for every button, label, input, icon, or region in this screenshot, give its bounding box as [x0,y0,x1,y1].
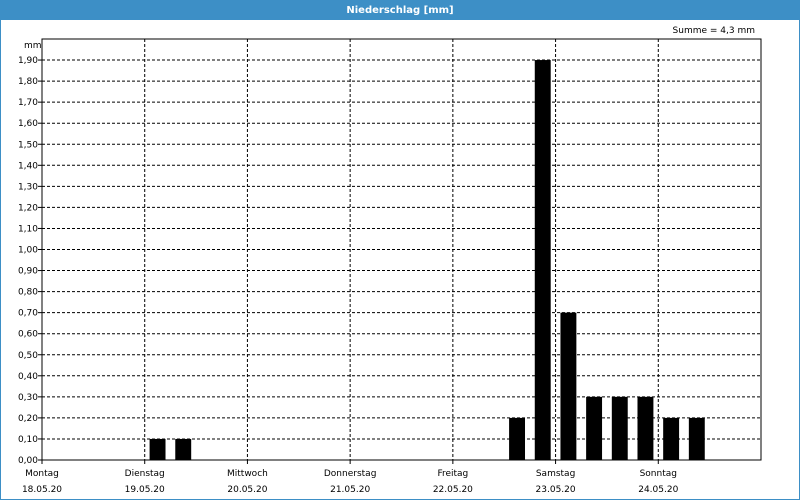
x-tick-weekday-label: Sonntag [640,469,677,479]
y-tick-label: 1,90 [18,56,38,66]
y-tick-label: 0,70 [18,309,38,319]
y-tick-label: 0,20 [18,414,38,424]
y-tick-label: 0,40 [18,372,38,382]
y-tick-label: 1,30 [18,182,38,192]
precipitation-bar [688,417,705,460]
y-tick-label: 0,10 [18,435,38,445]
y-tick-label: 0,00 [18,456,38,466]
y-tick-label: 1,20 [18,203,38,213]
axes: 0,00 0,10 0,20 0,30 0,40 0,50 0,60 0,70 0,80 0,90… [18,38,762,495]
x-tick-weekday-label: Donnerstag [324,469,377,479]
x-tick-date-label: 24.05.20 [638,485,678,495]
precipitation-bar [509,417,526,460]
precipitation-bar [586,396,603,460]
x-tick-date-label: 22.05.20 [433,485,473,495]
chart-title: Niederschlag [mm] [1,1,799,20]
precipitation-bar [611,396,628,460]
x-tick-weekday-label: Dienstag [125,469,165,479]
y-tick-label: 0,80 [18,288,38,298]
x-tick-date-label: 19.05.20 [125,485,165,495]
x-tick-weekday-label: Samstag [536,469,575,479]
plot-frame [41,38,762,461]
y-tick-label: 0,90 [18,267,38,277]
x-tick-weekday-label: Freitag [437,469,468,479]
bars [149,60,705,461]
precipitation-bar [637,396,654,460]
x-tick-date-label: 21.05.20 [330,485,370,495]
y-tick-label: 0,50 [18,351,38,361]
y-tick-label: 1,50 [18,140,38,150]
x-tick-weekday-label: Montag [25,469,59,479]
y-tick-label: 0,60 [18,330,38,340]
y-tick-label: 1,00 [18,246,38,256]
precipitation-bar [534,60,551,461]
y-axis-unit-label: mm [24,41,42,51]
precipitation-bar [560,312,577,460]
precipitation-bar [149,438,166,460]
y-tick-label: 1,80 [18,77,38,87]
y-tick-label: 1,40 [18,161,38,171]
y-tick-label: 0,30 [18,393,38,403]
y-tick-label: 1,60 [18,119,38,129]
x-tick-date-label: 18.05.20 [22,485,62,495]
precipitation-bar [175,438,192,460]
x-tick-weekday-label: Mittwoch [227,469,268,479]
y-tick-label: 1,10 [18,224,38,234]
precipitation-sum: Summe = 4,3 mm [672,26,755,36]
precipitation-bar [663,417,680,460]
y-tick-label: 1,70 [18,98,38,108]
grid-lines [42,39,761,460]
x-tick-date-label: 23.05.20 [536,485,576,495]
x-tick-date-label: 20.05.20 [227,485,267,495]
